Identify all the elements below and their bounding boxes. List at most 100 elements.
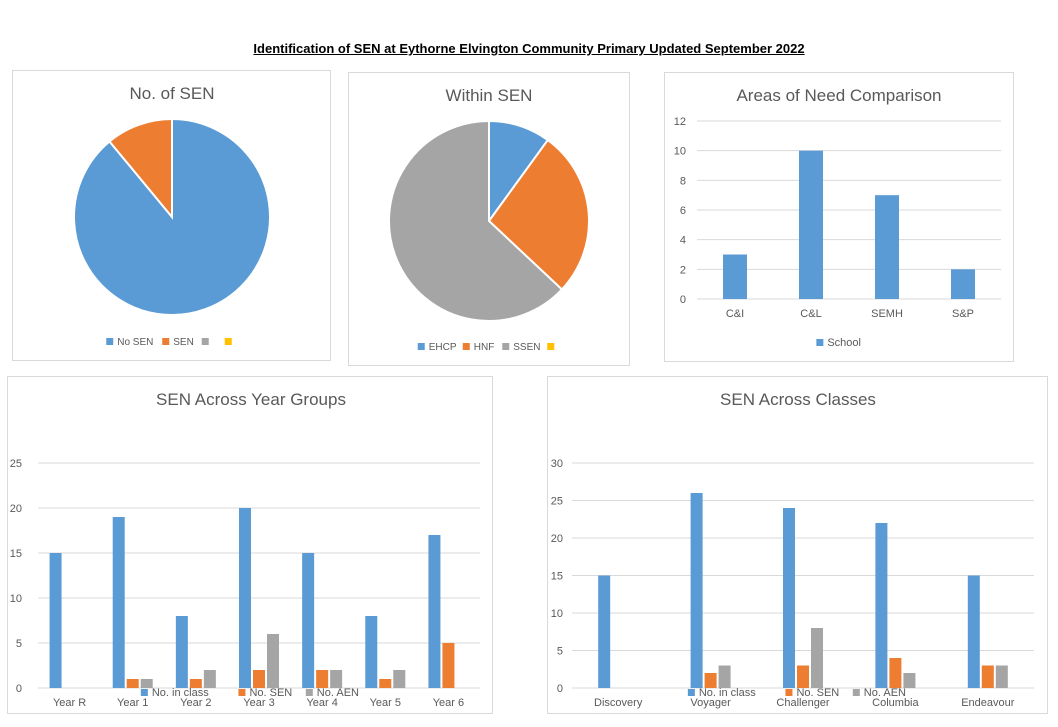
x-tick-label-c-l: C&L bbox=[800, 308, 821, 320]
y-tick-label: 10 bbox=[674, 146, 686, 158]
legend-label-no-in-class: No. in class bbox=[152, 687, 209, 699]
legend-label-sen: SEN bbox=[173, 337, 194, 348]
x-tick-label-s-p: S&P bbox=[952, 308, 974, 320]
bar-no-in-class-year-3 bbox=[239, 508, 251, 688]
legend-swatch-sen bbox=[162, 338, 170, 345]
bar-no-in-class-challenger bbox=[783, 508, 795, 688]
y-tick-label: 30 bbox=[551, 458, 563, 470]
legend-swatch-ssen bbox=[502, 343, 510, 350]
bar-no-in-class-year-r bbox=[49, 553, 62, 688]
y-tick-label: 6 bbox=[680, 205, 686, 217]
y-tick-label: 20 bbox=[10, 503, 22, 515]
bar-school-c-i bbox=[723, 254, 747, 299]
legend-swatch-no-in-class bbox=[140, 689, 148, 696]
bar-no-aen-year-3 bbox=[267, 634, 279, 688]
y-tick-label: 15 bbox=[10, 548, 22, 560]
y-tick-label: 2 bbox=[680, 264, 686, 276]
pie-slice-sen bbox=[108, 117, 173, 220]
x-tick-label-semh: SEMH bbox=[871, 308, 903, 320]
bar-no-sen-year-5 bbox=[379, 679, 392, 688]
bar-no-aen-year-2 bbox=[203, 670, 216, 688]
x-tick-label-challenger: Challenger bbox=[776, 697, 830, 709]
within-sen-chart: Within SEN EHCP HNF SSEN bbox=[348, 72, 630, 366]
no-of-sen-chart: No. of SEN No SEN SEN bbox=[12, 70, 331, 361]
bar-no-in-class-endeavour bbox=[967, 575, 980, 688]
bar-no-in-class-year-4 bbox=[302, 553, 315, 688]
y-tick-label: 12 bbox=[674, 116, 686, 128]
y-tick-label: 0 bbox=[557, 683, 563, 695]
bar-school-s-p bbox=[951, 269, 975, 299]
bar-no-in-class-year-2 bbox=[175, 616, 188, 688]
legend-label-no-sen: No. SEN bbox=[796, 687, 839, 699]
bar-no-sen-year-2 bbox=[189, 679, 202, 688]
bar-no-aen-year-4 bbox=[330, 670, 343, 688]
y-tick-label: 10 bbox=[551, 608, 563, 620]
x-tick-label-discovery: Discovery bbox=[594, 697, 643, 709]
legend-swatch-no-aen bbox=[852, 689, 860, 696]
chart-title: SEN Across Year Groups bbox=[156, 390, 346, 409]
page-title: Identification of SEN at Eythorne Elving… bbox=[253, 41, 805, 56]
x-tick-label-endeavour: Endeavour bbox=[961, 697, 1015, 709]
y-tick-label: 0 bbox=[680, 294, 686, 306]
bar-no-sen-year-1 bbox=[126, 679, 139, 688]
x-tick-label-year-2: Year 2 bbox=[180, 697, 211, 709]
bar-no-sen-year-3 bbox=[253, 670, 265, 688]
y-tick-label: 20 bbox=[551, 533, 563, 545]
legend-swatch-blank-3 bbox=[547, 343, 555, 350]
legend-swatch-no-sen bbox=[785, 689, 793, 696]
y-tick-label: 10 bbox=[10, 593, 22, 605]
bar-no-in-class-year-6 bbox=[428, 535, 441, 688]
areas-of-need-chart: Areas of Need Comparison 0 2 4 6 8 10 12 C&I C&L S… bbox=[664, 72, 1014, 362]
chart-title: SEN Across Classes bbox=[720, 390, 876, 409]
y-tick-label: 5 bbox=[16, 638, 22, 650]
classes-chart: SEN Across Classes 0 5 10 15 20 25 30 Discovery V… bbox=[547, 376, 1048, 714]
legend-label-school: School bbox=[827, 337, 861, 349]
bar-no-aen-year-5 bbox=[393, 670, 406, 688]
bar-no-sen-voyager bbox=[704, 673, 717, 688]
x-tick-label-year-3: Year 3 bbox=[243, 697, 274, 709]
y-tick-label: 25 bbox=[10, 458, 22, 470]
legend-label-no-aen: No. AEN bbox=[864, 687, 906, 699]
legend-swatch-no-sen bbox=[238, 689, 246, 696]
legend-swatch-school bbox=[816, 339, 824, 346]
y-tick-label: 8 bbox=[680, 175, 686, 187]
legend-label-hnf: HNF bbox=[474, 342, 495, 353]
bar-no-sen-year-6 bbox=[442, 643, 455, 688]
bar-school-semh bbox=[875, 195, 899, 299]
legend-swatch-ehcp bbox=[417, 343, 425, 350]
legend-swatch-blank-2 bbox=[201, 338, 209, 345]
bar-school-c-l bbox=[799, 150, 823, 299]
legend-swatch-no-in-class bbox=[687, 689, 695, 696]
bar-no-in-class-voyager bbox=[690, 493, 703, 688]
x-tick-label-voyager: Voyager bbox=[690, 697, 731, 709]
pie-slice-hnf bbox=[487, 138, 590, 291]
pie-slice-ssen bbox=[388, 119, 564, 322]
legend-label-no-sen: No. SEN bbox=[249, 687, 292, 699]
bar-no-sen-endeavour bbox=[981, 665, 994, 688]
y-tick-label: 25 bbox=[551, 496, 563, 508]
legend-swatch-hnf bbox=[462, 343, 470, 350]
bar-no-in-class-discovery bbox=[598, 575, 611, 688]
bar-no-aen-challenger bbox=[811, 628, 823, 688]
legend-label-ehcp: EHCP bbox=[429, 342, 457, 353]
x-tick-label-year-5: Year 5 bbox=[370, 697, 401, 709]
legend-swatch-no-aen bbox=[305, 689, 313, 696]
bar-no-in-class-year-1 bbox=[112, 517, 125, 688]
chart-title: No. of SEN bbox=[129, 84, 214, 103]
x-tick-label-year-4: Year 4 bbox=[306, 697, 337, 709]
bar-no-sen-challenger bbox=[797, 665, 809, 688]
x-tick-label-c-i: C&I bbox=[726, 308, 744, 320]
bar-no-aen-voyager bbox=[718, 665, 731, 688]
legend-label-ssen: SSEN bbox=[513, 342, 540, 353]
legend-swatch-no-sen bbox=[106, 338, 114, 345]
chart-title: Areas of Need Comparison bbox=[736, 86, 941, 105]
y-tick-label: 0 bbox=[16, 683, 22, 695]
y-tick-label: 15 bbox=[551, 571, 563, 583]
legend-label-no-aen: No. AEN bbox=[317, 687, 359, 699]
bar-no-sen-columbia bbox=[889, 658, 902, 688]
legend-label-no-in-class: No. in class bbox=[699, 687, 756, 699]
y-tick-label: 5 bbox=[557, 646, 563, 658]
chart-title: Within SEN bbox=[446, 86, 533, 105]
bar-no-in-class-year-5 bbox=[365, 616, 378, 688]
x-tick-label-year-r: Year R bbox=[53, 697, 86, 709]
